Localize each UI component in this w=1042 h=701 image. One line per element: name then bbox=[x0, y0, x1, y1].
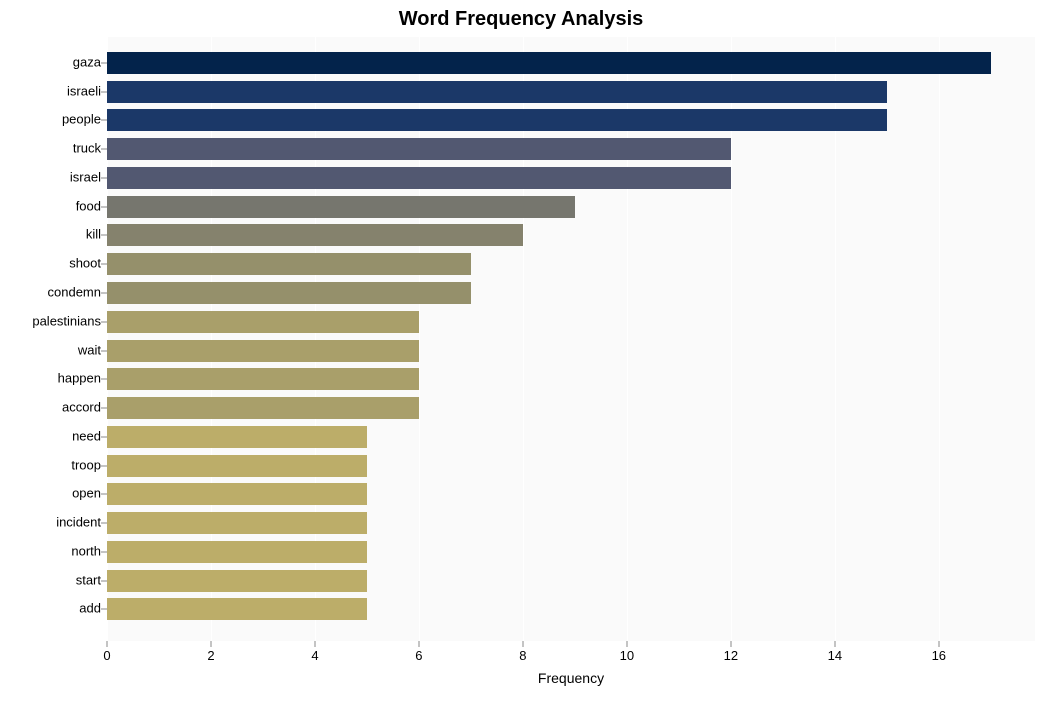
x-tick-label: 10 bbox=[620, 648, 634, 663]
y-tick-label: open bbox=[2, 486, 101, 501]
bar bbox=[107, 570, 367, 592]
bar bbox=[107, 167, 731, 189]
bar bbox=[107, 541, 367, 563]
y-tick-label: israel bbox=[2, 169, 101, 184]
x-tick bbox=[418, 641, 419, 647]
bar bbox=[107, 311, 419, 333]
bar bbox=[107, 253, 471, 275]
x-tick-label: 16 bbox=[932, 648, 946, 663]
y-tick-label: gaza bbox=[2, 54, 101, 69]
bar bbox=[107, 81, 887, 103]
x-tick-label: 8 bbox=[519, 648, 526, 663]
gridline bbox=[939, 37, 940, 641]
x-tick-label: 14 bbox=[828, 648, 842, 663]
bar bbox=[107, 282, 471, 304]
chart-title: Word Frequency Analysis bbox=[0, 8, 1042, 31]
y-tick-label: kill bbox=[2, 227, 101, 242]
y-tick-label: troop bbox=[2, 457, 101, 472]
bar bbox=[107, 52, 991, 74]
bar bbox=[107, 196, 575, 218]
x-tick bbox=[938, 641, 939, 647]
x-tick bbox=[314, 641, 315, 647]
x-tick-label: 6 bbox=[415, 648, 422, 663]
bar bbox=[107, 426, 367, 448]
y-tick-label: wait bbox=[2, 342, 101, 357]
y-tick-label: happen bbox=[2, 371, 101, 386]
x-tick-label: 4 bbox=[311, 648, 318, 663]
y-tick-label: condemn bbox=[2, 284, 101, 299]
y-tick-label: food bbox=[2, 198, 101, 213]
y-tick-label: truck bbox=[2, 141, 101, 156]
x-tick-label: 2 bbox=[207, 648, 214, 663]
y-tick-label: need bbox=[2, 428, 101, 443]
x-tick bbox=[107, 641, 108, 647]
plot-area bbox=[107, 36, 1035, 641]
x-tick bbox=[730, 641, 731, 647]
bar bbox=[107, 483, 367, 505]
bar bbox=[107, 138, 731, 160]
y-tick-label: accord bbox=[2, 400, 101, 415]
bar bbox=[107, 224, 523, 246]
y-tick-label: add bbox=[2, 601, 101, 616]
bar bbox=[107, 340, 419, 362]
bar bbox=[107, 397, 419, 419]
y-axis-labels: gaza israeli people truck israel food kill shoo… bbox=[0, 0, 107, 701]
x-tick-label: 0 bbox=[103, 648, 110, 663]
bar bbox=[107, 598, 367, 620]
y-tick-label: palestinians bbox=[2, 313, 101, 328]
y-tick-label: start bbox=[2, 572, 101, 587]
x-tick bbox=[210, 641, 211, 647]
x-tick bbox=[522, 641, 523, 647]
bar bbox=[107, 512, 367, 534]
y-tick-label: israeli bbox=[2, 83, 101, 98]
bar bbox=[107, 368, 419, 390]
bar bbox=[107, 455, 367, 477]
x-tick-label: 12 bbox=[724, 648, 738, 663]
x-tick bbox=[626, 641, 627, 647]
x-axis-title: Frequency bbox=[538, 670, 604, 686]
y-tick-label: north bbox=[2, 543, 101, 558]
y-tick-label: shoot bbox=[2, 256, 101, 271]
x-tick bbox=[834, 641, 835, 647]
y-tick-label: people bbox=[2, 112, 101, 127]
y-tick-label: incident bbox=[2, 515, 101, 530]
bar bbox=[107, 109, 887, 131]
chart-container: Word Frequency Analysis gaza israeli peopl… bbox=[0, 0, 1042, 701]
